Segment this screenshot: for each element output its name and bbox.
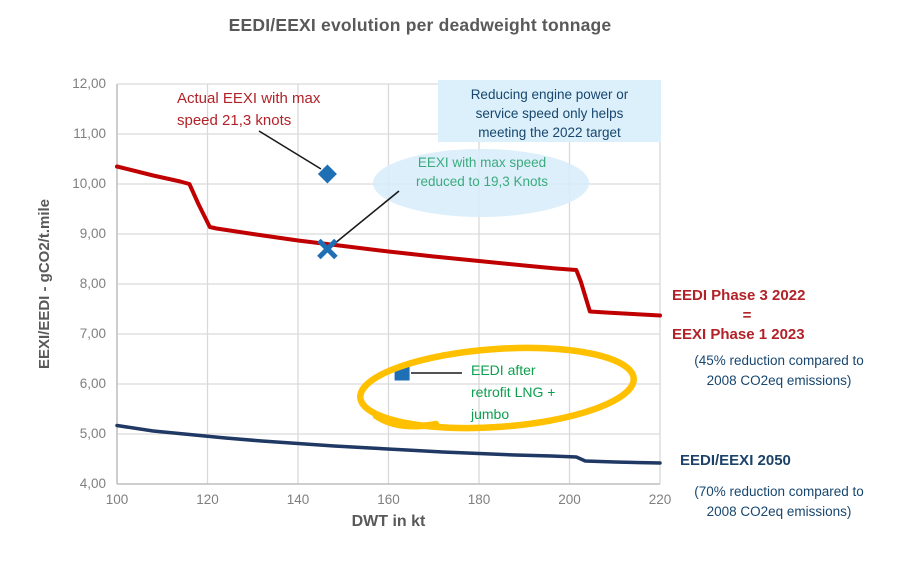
retrofit-highlight-circle	[357, 344, 637, 432]
axis-lines	[116, 84, 660, 485]
red-series-label-equals: =	[742, 306, 752, 324]
red-series-label: EEDI Phase 3 2022 = EEXI Phase 1 2023	[672, 286, 822, 345]
red-series-label-line2: EEXI Phase 1 2023	[672, 326, 805, 343]
chart-title: EEDI/EEXI evolution per deadweight tonna…	[228, 15, 612, 35]
red-series-label-line1: EEDI Phase 3 2022	[672, 287, 806, 304]
series-line-0	[115, 164, 662, 318]
series-line-1	[115, 423, 662, 465]
navy-series-label: EEDI/EEXI 2050	[680, 452, 791, 469]
annotation-leader-line	[258, 130, 322, 170]
marker-diamond	[317, 164, 337, 184]
annotation-retrofit: EEDI after retrofit LNG + jumbo	[471, 362, 556, 422]
leader-lines	[258, 130, 462, 374]
callout-text: Reducing engine power or service speed o…	[470, 87, 629, 140]
annotation-actual-eexi: Actual EEXI with max speed 21,3 knots	[177, 90, 321, 129]
speed-reduced-highlight-ellipse	[373, 149, 589, 217]
annotation-speed-reduced: EEXI with max speed reduced to 19,3 Knot…	[415, 155, 549, 189]
x-axis-title: DWT in kt	[351, 513, 426, 530]
series-lines	[115, 164, 662, 465]
red-series-sublabel: (45% reduction compared to 2008 CO2eq em…	[694, 353, 864, 388]
y-axis-title: EEXI/EEDI - gCO2/t.mile	[36, 198, 53, 370]
callout-box: Reducing engine power or service speed o…	[438, 80, 661, 142]
annotation-leader-line	[333, 190, 400, 245]
marker-x	[317, 238, 338, 260]
navy-series-sublabel: (70% reduction compared to 2008 CO2eq em…	[694, 484, 864, 519]
